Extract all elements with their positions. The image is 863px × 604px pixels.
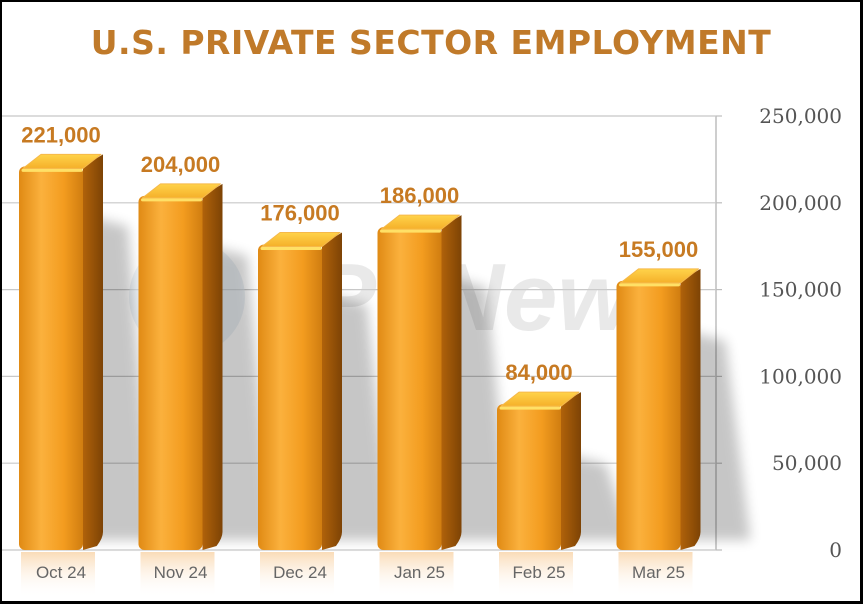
y-tick-label: 0 xyxy=(829,538,842,562)
bar xyxy=(138,183,223,598)
bar-side xyxy=(83,154,103,550)
bar-side xyxy=(441,215,462,550)
data-label: 176,000 xyxy=(260,200,340,225)
bar-front xyxy=(377,227,442,550)
bar-reflection xyxy=(499,552,573,598)
bar-front xyxy=(138,195,203,550)
x-axis: Oct 24 Nov 24 Dec 24 Jan 25 Feb 25 Mar 25 xyxy=(36,563,685,582)
x-tick-label: Dec 24 xyxy=(273,563,327,582)
bar xyxy=(377,214,462,598)
bar-reflection xyxy=(618,552,693,598)
data-label: 186,000 xyxy=(380,183,460,208)
bar xyxy=(497,391,581,598)
y-tick-label: 100,000 xyxy=(759,364,842,388)
bar-top xyxy=(142,183,221,199)
bar-front xyxy=(258,244,322,551)
x-tick-label: Nov 24 xyxy=(154,563,208,582)
bar-front xyxy=(19,166,83,550)
data-label: 221,000 xyxy=(21,122,101,147)
bar xyxy=(258,231,342,598)
bar-front xyxy=(497,404,561,550)
x-tick-label: Mar 25 xyxy=(632,563,685,582)
y-tick-label: 50,000 xyxy=(772,451,842,475)
data-label: 155,000 xyxy=(619,237,699,262)
bar-side xyxy=(680,268,701,550)
bar-top xyxy=(381,214,460,230)
data-labels: 221,000 204,000 176,000 186,000 84,000 155,00… xyxy=(21,122,698,385)
y-axis: 0 50,000 100,000 150,000 200,000 250,000 xyxy=(759,104,842,562)
y-tick-label: 150,000 xyxy=(759,278,842,302)
bar-side xyxy=(322,232,342,551)
bar-top xyxy=(500,391,580,407)
data-label: 204,000 xyxy=(141,152,221,177)
bar-reflection xyxy=(140,552,215,598)
x-tick-label: Oct 24 xyxy=(36,563,86,582)
bar xyxy=(616,268,701,598)
bar-side xyxy=(202,183,223,550)
bar xyxy=(19,153,103,598)
bars xyxy=(19,153,701,598)
y-tick-label: 200,000 xyxy=(759,191,842,215)
bar-top xyxy=(22,153,102,169)
bar-side xyxy=(561,392,581,550)
x-tick-label: Jan 25 xyxy=(394,563,445,582)
bar-top xyxy=(620,268,699,284)
bar-reflection xyxy=(21,552,95,598)
bar-reflection xyxy=(260,552,334,598)
chart-title: U.S. PRIVATE SECTOR EMPLOYMENT xyxy=(91,23,772,62)
bar-front xyxy=(616,280,681,550)
bar-top xyxy=(261,231,341,247)
y-tick-label: 250,000 xyxy=(759,104,842,128)
x-tick-label: Feb 25 xyxy=(513,563,566,582)
data-label: 84,000 xyxy=(505,360,572,385)
bar-reflection xyxy=(379,552,454,598)
